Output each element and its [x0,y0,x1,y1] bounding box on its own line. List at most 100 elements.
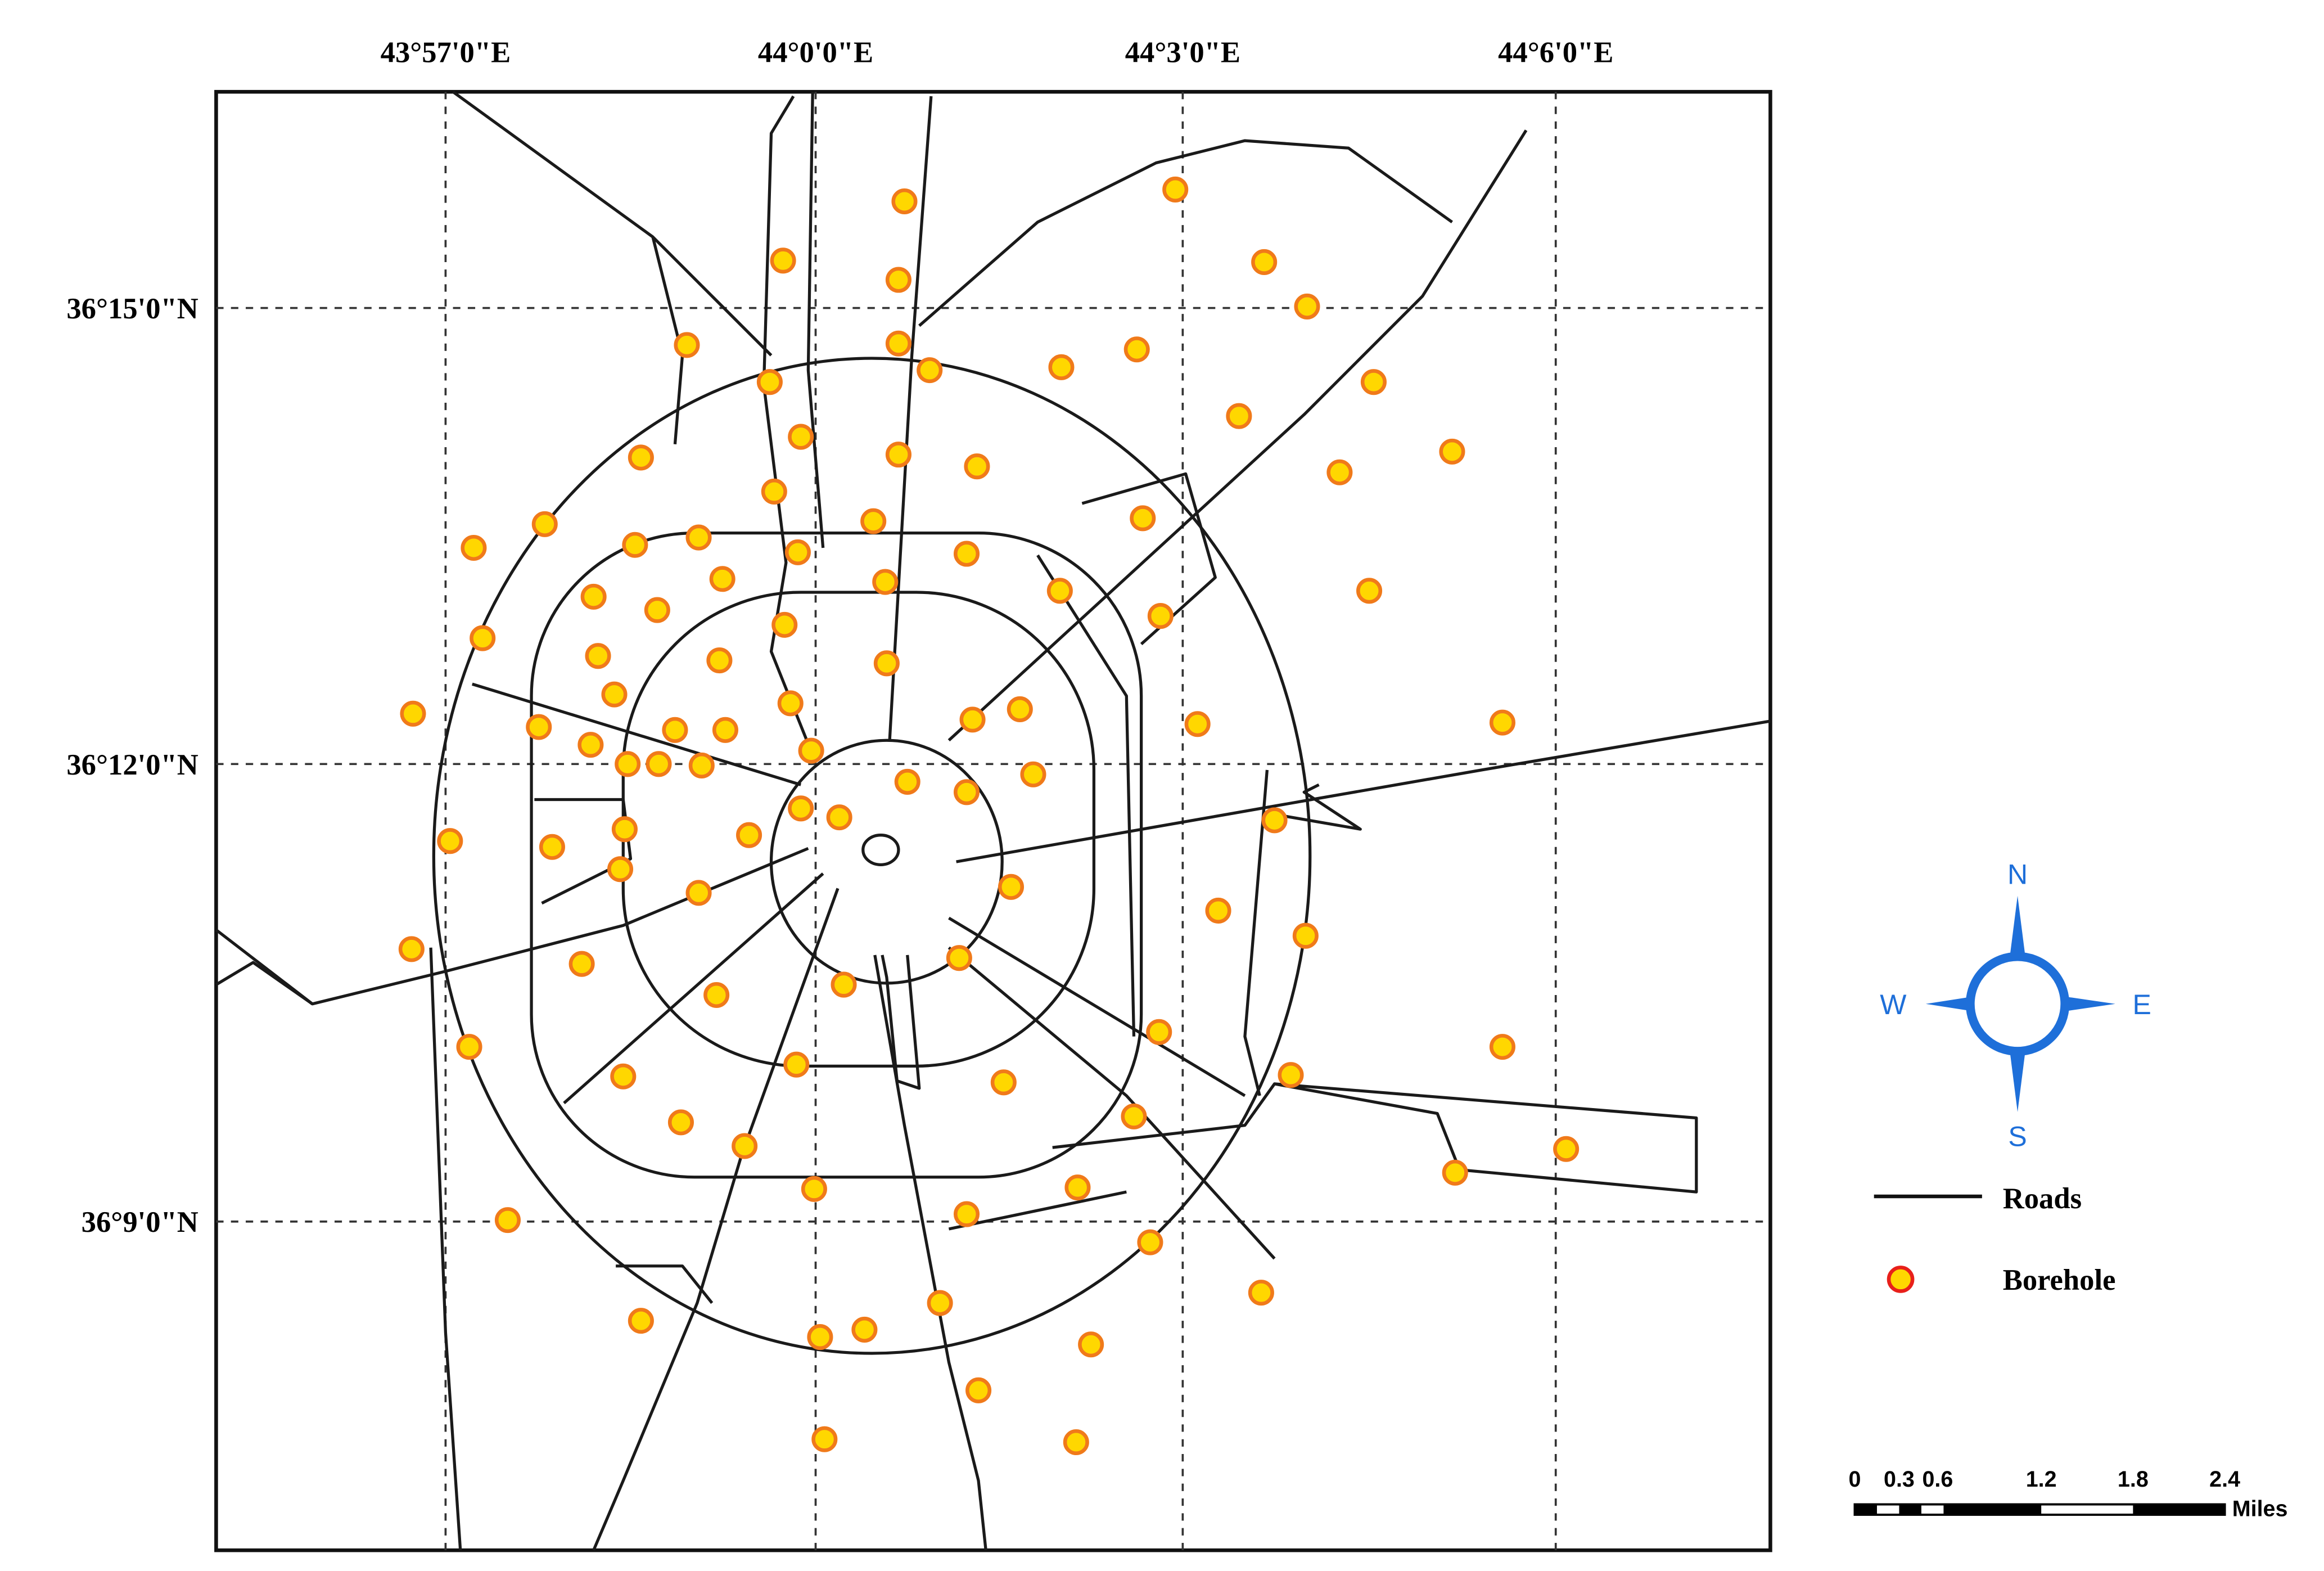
borehole [811,1426,838,1452]
borehole [709,566,735,592]
borehole [1326,459,1353,485]
borehole [1063,1429,1089,1456]
borehole [801,1176,827,1202]
borehole [1251,249,1278,275]
borehole [917,357,943,384]
borehole [885,442,911,468]
latitude-label: 36°9'0"N [82,1206,198,1239]
borehole [770,247,796,274]
borehole [1294,293,1320,319]
legend-label: Roads [2003,1182,2082,1215]
borehole [585,643,611,669]
borehole [1356,578,1383,604]
borehole [1146,1019,1172,1045]
borehole [826,804,852,831]
borehole [953,541,980,567]
borehole [494,1207,521,1234]
borehole [798,737,824,764]
borehole [885,330,911,357]
borehole [1130,505,1156,532]
borehole [1489,1034,1515,1060]
scale-segment [2133,1504,2225,1515]
scale-label: 2.4 [2209,1467,2240,1492]
borehole [946,945,972,971]
borehole [1147,603,1174,629]
borehole [1553,1136,1580,1162]
road [948,916,1246,1097]
legend-label: Borehole [2003,1264,2116,1297]
west-radial [472,682,801,786]
borehole [860,508,887,534]
borehole [400,700,426,727]
centre-loop [861,834,900,866]
borehole [873,650,900,677]
borehole [1162,176,1189,202]
borehole [628,444,654,471]
borehole [1360,369,1387,395]
borehole [783,1051,810,1078]
scale-segment [1854,1504,1877,1515]
longitude-label: 44°0'0"E [758,37,873,69]
scale-label: 0.6 [1922,1467,1953,1492]
borehole [674,332,700,358]
middle-ring-road [530,532,1143,1179]
road [881,955,921,1090]
borehole [788,795,814,822]
scale-label: 0.3 [1884,1467,1915,1492]
borehole [885,267,911,293]
road [806,92,825,548]
borehole [1489,709,1515,736]
borehole [568,951,595,977]
borehole [539,834,565,860]
borehole [526,714,552,740]
borehole [1439,438,1465,465]
borehole [1278,1062,1304,1088]
scale-label: 0 [1848,1467,1861,1492]
interchange [1274,783,1362,831]
borehole [611,816,638,843]
borehole [736,822,762,848]
compass-e: E [2132,989,2151,1020]
borehole [872,569,899,595]
borehole [788,424,814,450]
west-highway [215,847,809,1006]
borehole [437,828,463,854]
borehole [927,1290,953,1316]
borehole [646,751,672,777]
borehole [990,1069,1017,1096]
road [429,947,462,1551]
compass-s: S [2008,1120,2027,1152]
borehole [610,1063,637,1090]
scale-bar: 0 0.3 0.6 1.2 1.8 2.4 Miles [1848,1467,2287,1522]
borehole [851,1316,878,1343]
borehole [771,611,798,638]
borehole [577,732,604,758]
southwest-radial [563,872,824,1105]
road [1243,769,1269,1096]
southeast-radial [947,946,1276,1260]
borehole [1184,711,1211,737]
road [215,961,313,1005]
borehole [580,583,607,610]
borehole [953,1201,980,1227]
latitude-label: 36°15'0"N [66,292,198,325]
borehole [703,982,730,1009]
road [1081,472,1217,646]
borehole [1121,1103,1147,1129]
borehole [688,752,715,778]
borehole [685,524,712,551]
scale-unit: Miles [2232,1497,2288,1522]
borehole [667,1109,694,1136]
northeast-radial [947,129,1528,742]
borehole [1442,1159,1468,1186]
borehole [784,539,811,565]
borehole [706,647,733,674]
scale-label: 1.2 [2026,1467,2057,1492]
borehole [965,1377,992,1403]
compass-n: N [2007,859,2028,890]
longitude-label: 43°57'0"E [381,37,511,69]
borehole [1048,354,1075,380]
